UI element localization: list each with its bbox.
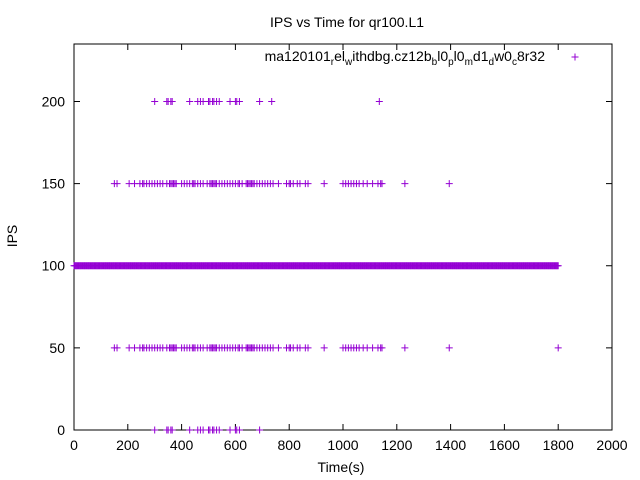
- data-point: [168, 426, 176, 434]
- data-point: [445, 344, 453, 352]
- data-point: [274, 344, 282, 352]
- y-tick-label: 150: [42, 176, 66, 192]
- x-axis-label: Time(s): [318, 459, 365, 475]
- data-point: [378, 180, 386, 188]
- data-point: [274, 180, 282, 188]
- data-point: [113, 180, 121, 188]
- data-point: [401, 344, 409, 352]
- data-point: [320, 344, 328, 352]
- data-point: [304, 180, 312, 188]
- x-tick-label: 1800: [543, 437, 574, 453]
- chart-title: IPS vs Time for qr100.L1: [270, 14, 424, 30]
- data-point: [378, 344, 386, 352]
- data-point: [168, 97, 176, 105]
- y-tick-label: 100: [42, 258, 66, 274]
- data-point: [401, 180, 409, 188]
- data-points: [70, 97, 562, 434]
- legend-label: ma120101relwithdbg.cz12bbl0pl0md1dw0c8r3…: [265, 48, 546, 68]
- y-tick-label: 0: [57, 422, 65, 438]
- x-tick-label: 1400: [435, 437, 466, 453]
- x-tick-label: 1600: [489, 437, 520, 453]
- data-point: [256, 426, 264, 434]
- data-point: [215, 97, 223, 105]
- data-point: [554, 344, 562, 352]
- data-point: [320, 180, 328, 188]
- data-point: [235, 426, 243, 434]
- x-tick-label: 1000: [327, 437, 358, 453]
- x-tick-label: 200: [116, 437, 140, 453]
- data-point: [151, 97, 159, 105]
- legend-marker: [571, 53, 579, 61]
- data-point: [268, 97, 276, 105]
- y-axis-label: IPS: [4, 225, 20, 248]
- legend: ma120101relwithdbg.cz12bbl0pl0md1dw0c8r3…: [265, 48, 579, 68]
- data-point: [554, 262, 562, 270]
- x-tick-label: 600: [224, 437, 248, 453]
- data-point: [375, 97, 383, 105]
- data-point: [304, 344, 312, 352]
- axis-ticks: 0 200 400 600 800 1000 1200 1400 1600 1800 2000 0 50…: [42, 44, 628, 453]
- data-point: [151, 426, 159, 434]
- y-tick-label: 200: [42, 93, 66, 109]
- data-point: [215, 426, 223, 434]
- data-point: [445, 180, 453, 188]
- x-tick-label: 400: [170, 437, 194, 453]
- data-point: [256, 97, 264, 105]
- data-point: [235, 97, 243, 105]
- y-tick-label: 50: [49, 340, 65, 356]
- data-point: [186, 426, 194, 434]
- x-tick-label: 0: [70, 437, 78, 453]
- x-tick-label: 2000: [596, 437, 627, 453]
- x-tick-label: 1200: [381, 437, 412, 453]
- data-point: [113, 344, 121, 352]
- data-point: [186, 97, 194, 105]
- x-tick-label: 800: [278, 437, 302, 453]
